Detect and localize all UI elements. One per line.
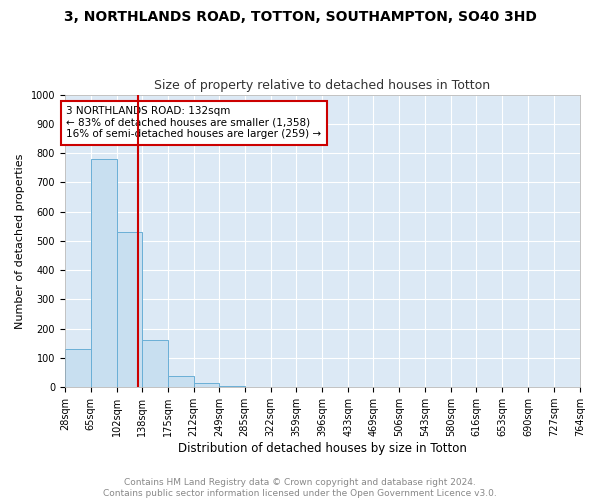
Title: Size of property relative to detached houses in Totton: Size of property relative to detached ho…: [154, 79, 490, 92]
Text: 3, NORTHLANDS ROAD, TOTTON, SOUTHAMPTON, SO40 3HD: 3, NORTHLANDS ROAD, TOTTON, SOUTHAMPTON,…: [64, 10, 536, 24]
Bar: [142, 340, 167, 387]
Bar: [220, 386, 245, 387]
Bar: [91, 159, 116, 387]
Bar: [116, 232, 142, 387]
X-axis label: Distribution of detached houses by size in Totton: Distribution of detached houses by size …: [178, 442, 467, 455]
Bar: [194, 383, 220, 387]
Bar: [65, 349, 91, 387]
Y-axis label: Number of detached properties: Number of detached properties: [15, 153, 25, 328]
Bar: [167, 376, 194, 387]
Text: Contains HM Land Registry data © Crown copyright and database right 2024.
Contai: Contains HM Land Registry data © Crown c…: [103, 478, 497, 498]
Text: 3 NORTHLANDS ROAD: 132sqm
← 83% of detached houses are smaller (1,358)
16% of se: 3 NORTHLANDS ROAD: 132sqm ← 83% of detac…: [66, 106, 322, 140]
